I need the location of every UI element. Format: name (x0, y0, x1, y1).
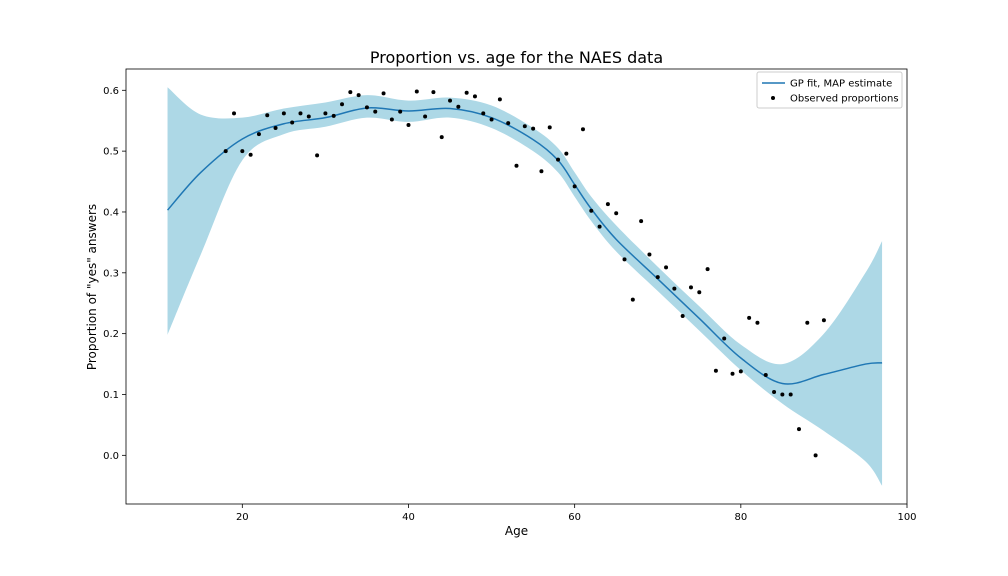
y-tick-label: 0.4 (103, 207, 119, 218)
observed-point (796, 427, 801, 432)
plot-area (166, 87, 883, 486)
observed-point (431, 90, 436, 95)
observed-point (356, 93, 361, 98)
observed-point (373, 109, 378, 114)
observed-point (589, 208, 594, 213)
observed-point (722, 336, 727, 341)
observed-point (531, 126, 536, 131)
observed-point (448, 98, 453, 103)
observed-point (580, 127, 585, 132)
y-tick-label: 0.1 (103, 390, 119, 401)
confidence-band (167, 87, 883, 486)
observed-point (248, 152, 253, 157)
legend: GP fit, MAP estimate Observed proportion… (756, 71, 903, 109)
observed-point (348, 90, 353, 95)
observed-point (414, 89, 419, 94)
legend-label-observed: Observed proportions (790, 94, 899, 105)
observed-point (705, 267, 710, 272)
observed-point (331, 113, 336, 118)
observed-point (265, 113, 270, 118)
observed-point (763, 373, 768, 378)
observed-point (323, 111, 328, 116)
observed-point (232, 111, 237, 116)
observed-point (298, 111, 303, 116)
observed-point (506, 121, 511, 126)
observed-point (423, 114, 428, 119)
observed-point (306, 114, 311, 119)
observed-point (281, 111, 286, 116)
y-tick-label: 0.0 (103, 451, 119, 462)
observed-point (564, 151, 569, 156)
x-tick-label: 80 (734, 512, 747, 523)
observed-point (747, 315, 752, 320)
observed-point (755, 320, 760, 325)
observed-point (622, 257, 627, 262)
observed-point (514, 163, 519, 168)
observed-point (597, 224, 602, 229)
y-tick-label: 0.5 (103, 147, 119, 158)
observed-point (680, 314, 685, 319)
legend-frame (756, 71, 903, 109)
observed-point (273, 126, 278, 131)
observed-point (630, 297, 635, 302)
observed-point (788, 392, 793, 397)
observed-point (472, 94, 477, 99)
observed-point (772, 390, 777, 395)
x-tick-label: 20 (236, 512, 249, 523)
observed-point (315, 153, 320, 158)
observed-point (664, 265, 669, 270)
observed-point (256, 132, 261, 137)
observed-point (539, 169, 544, 174)
observed-point (398, 109, 403, 114)
observed-point (240, 149, 245, 154)
observed-point (497, 97, 502, 102)
legend-label-gp-fit: GP fit, MAP estimate (790, 79, 892, 90)
axes: 20 40 60 80 100 0.0 0.1 0.2 0.3 0.4 0.5 0.6 (103, 68, 917, 523)
y-tick-label: 0.6 (103, 86, 119, 97)
observed-point (697, 290, 702, 295)
observed-point (223, 149, 228, 154)
axes-frame (125, 68, 908, 505)
observed-point (406, 122, 411, 127)
observed-point (489, 117, 494, 122)
observed-point (639, 219, 644, 224)
observed-point (572, 184, 577, 189)
observed-point (780, 392, 785, 397)
observed-point (821, 318, 826, 323)
observed-point (730, 371, 735, 376)
observed-point (672, 286, 677, 291)
observed-point (556, 157, 561, 162)
observed-point (647, 252, 652, 257)
observed-point (605, 202, 610, 207)
x-tick-label: 100 (897, 512, 916, 523)
observed-point (364, 105, 369, 110)
observed-point (290, 120, 295, 125)
observed-point (805, 320, 810, 325)
observed-point (738, 369, 743, 374)
x-axis-title: Age (505, 524, 528, 538)
x-tick-label: 60 (568, 512, 581, 523)
observed-point (389, 117, 394, 122)
observed-point (340, 102, 345, 107)
observed-point (481, 111, 486, 116)
observed-point (713, 368, 718, 373)
observed-point (655, 275, 660, 280)
observed-point (547, 125, 552, 130)
observed-point (456, 104, 461, 109)
observed-point (614, 211, 619, 216)
observed-point (381, 91, 386, 96)
y-axis-title: Proportion of "yes" answers (85, 204, 99, 370)
chart-title: Proportion vs. age for the NAES data (370, 48, 663, 67)
x-tick-label: 40 (402, 512, 415, 523)
y-tick-label: 0.3 (103, 268, 119, 279)
observed-point (464, 90, 469, 95)
y-tick-label: 0.2 (103, 329, 119, 340)
legend-swatch-point (771, 96, 775, 100)
observed-point (688, 285, 693, 290)
observed-point (439, 135, 444, 140)
observed-point (813, 453, 818, 458)
observed-point (522, 124, 527, 129)
